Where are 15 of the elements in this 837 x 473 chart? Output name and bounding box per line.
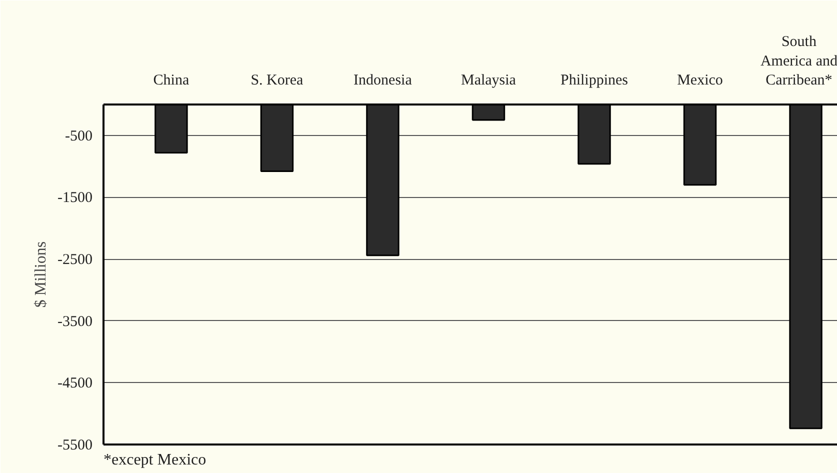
x-tick-label: Mexico bbox=[677, 72, 723, 88]
x-tick-label: Malaysia bbox=[460, 72, 516, 88]
x-tick-label: South America and Carribean* bbox=[760, 34, 837, 88]
y-tick-label: -1500 bbox=[58, 190, 93, 206]
x-tick-label: S. Korea bbox=[250, 72, 304, 88]
y-tick-label: -4500 bbox=[58, 376, 93, 392]
y-axis-title: $ Millions bbox=[32, 241, 50, 308]
y-tick-label: -5500 bbox=[58, 438, 93, 454]
y-tick-label: -2500 bbox=[58, 252, 93, 268]
x-tick-label: China bbox=[153, 72, 190, 88]
text: *except Mexico bbox=[104, 452, 206, 468]
x-tick-label: Philippines bbox=[560, 72, 628, 88]
y-tick-label: -500 bbox=[65, 128, 93, 144]
x-tick-label: Indonesia bbox=[354, 72, 412, 88]
y-tick-label: -3500 bbox=[58, 314, 93, 330]
